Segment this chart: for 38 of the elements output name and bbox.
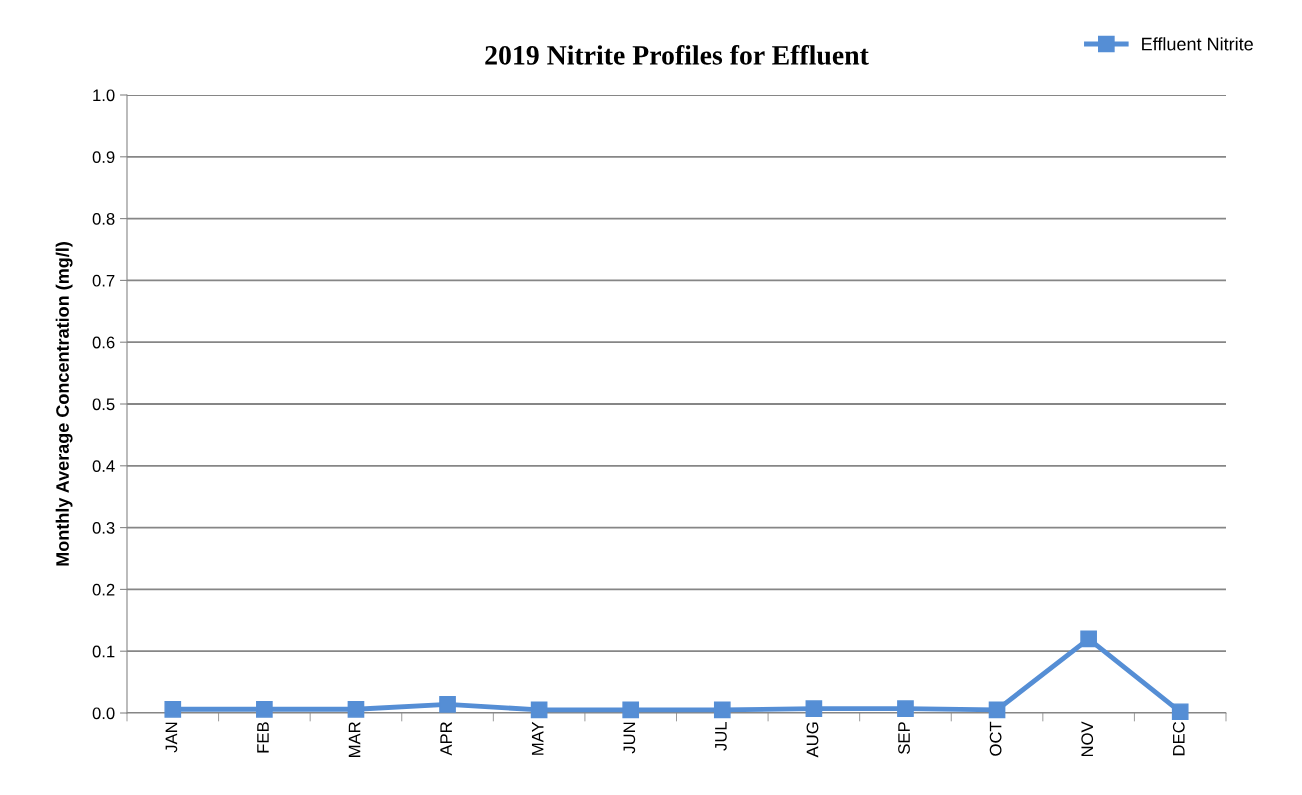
x-tick-label: FEB bbox=[257, 722, 269, 753]
y-tick-label: 0.2 bbox=[92, 583, 115, 596]
x-tick-label: OCT bbox=[989, 721, 1002, 756]
x-tick-label: DEC bbox=[1172, 721, 1185, 756]
point bbox=[897, 700, 914, 718]
x-tick-label: MAY bbox=[531, 721, 544, 755]
point bbox=[530, 701, 548, 719]
y-tick-label: 0.7 bbox=[92, 274, 115, 287]
x-tick-label: JAN bbox=[165, 722, 178, 753]
y-tick-label: 0.8 bbox=[92, 213, 115, 225]
y-tick-label: 0.6 bbox=[92, 336, 115, 349]
point bbox=[622, 701, 640, 719]
y-tick-label: 0.3 bbox=[92, 522, 115, 534]
y-tick-label: 0.5 bbox=[92, 398, 115, 411]
point bbox=[439, 696, 456, 713]
point bbox=[713, 701, 731, 719]
x-tick-label: APR bbox=[440, 722, 452, 756]
point bbox=[988, 701, 1006, 719]
y-axis-title: Monthly Average Concentration (mg/l) bbox=[55, 242, 73, 566]
point bbox=[805, 700, 823, 718]
point bbox=[1171, 703, 1189, 721]
y-tick-label: 0.0 bbox=[92, 707, 115, 720]
x-tick-label: JUL bbox=[715, 721, 727, 751]
legend-label: Effluent Nitrite bbox=[1142, 37, 1253, 51]
chart-title: 2019 Nitrite Profiles for Effluent bbox=[485, 44, 869, 65]
x-tick-label: NOV bbox=[1081, 721, 1094, 757]
point bbox=[164, 700, 182, 718]
x-tick-label: SEP bbox=[898, 722, 910, 754]
y-tick-label: 0.4 bbox=[92, 460, 115, 472]
y-tick-label: 0.1 bbox=[92, 645, 115, 658]
point bbox=[347, 700, 365, 718]
y-tick-label: 0.9 bbox=[92, 151, 115, 163]
point bbox=[1080, 630, 1097, 648]
x-tick-label: JUN bbox=[623, 722, 636, 754]
x-tick-label: MAR bbox=[348, 722, 361, 757]
x-tick-label: AUG bbox=[806, 722, 819, 758]
y-tick-label: 1.0 bbox=[93, 89, 115, 102]
point bbox=[256, 700, 273, 718]
